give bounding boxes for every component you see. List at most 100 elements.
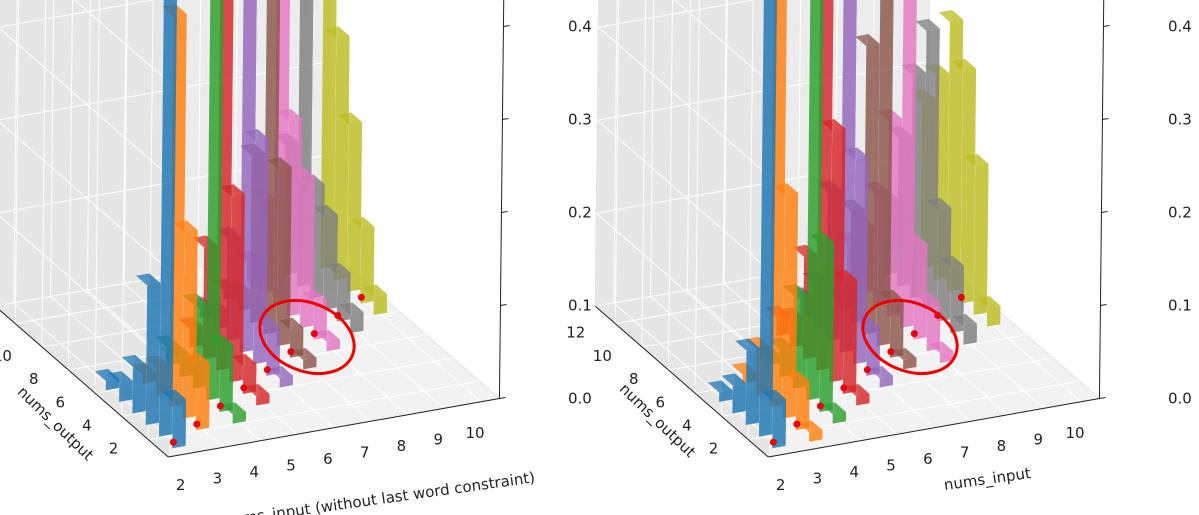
bar xyxy=(785,371,810,431)
bar-face xyxy=(208,334,234,347)
diagonal-marker xyxy=(287,348,295,356)
bar xyxy=(339,302,364,334)
grid-line xyxy=(694,0,700,394)
bar-face xyxy=(844,147,869,160)
diagonal-marker xyxy=(263,366,271,374)
grid-line xyxy=(650,0,655,297)
bar xyxy=(876,0,894,347)
bar-face xyxy=(925,18,940,308)
bar-face xyxy=(349,216,375,230)
bar xyxy=(292,347,317,370)
bar-face xyxy=(221,402,246,415)
bar xyxy=(136,273,161,426)
bar xyxy=(964,154,989,316)
grid-line xyxy=(50,0,55,297)
grid-line xyxy=(597,119,771,272)
diagonal-marker xyxy=(216,402,224,410)
y-tick-label: 6 xyxy=(56,393,66,411)
bar-face xyxy=(821,402,846,415)
z-tick-label: 0.3 xyxy=(1168,111,1192,129)
bar-face xyxy=(173,220,198,233)
bar-face xyxy=(302,167,315,326)
grid-line xyxy=(0,309,169,458)
y-tick-label: 4 xyxy=(682,416,692,434)
bar xyxy=(855,34,880,335)
bar xyxy=(915,292,941,352)
grid-line xyxy=(747,0,754,440)
z-tick-mark xyxy=(1102,118,1109,121)
bar-face xyxy=(761,0,777,435)
bar-face xyxy=(708,380,733,393)
x-tick-label: 5 xyxy=(286,456,296,474)
z-tick-label: 0.2 xyxy=(568,204,592,222)
bar-face xyxy=(784,183,799,417)
bar-face xyxy=(290,167,315,180)
grid-line xyxy=(673,0,773,86)
bar xyxy=(220,184,245,383)
bar-face xyxy=(313,204,338,217)
bar-face xyxy=(821,119,846,132)
z-tick-label: 0.0 xyxy=(568,390,592,408)
bar xyxy=(221,402,246,424)
bar xyxy=(121,354,147,414)
bar-face xyxy=(928,341,954,354)
bar-face xyxy=(244,128,269,142)
z-tick-mark xyxy=(1101,211,1108,214)
bar-face xyxy=(339,302,364,315)
x-tick-label: 10 xyxy=(466,424,485,442)
bar xyxy=(302,290,327,340)
highlight-ellipse xyxy=(258,299,356,375)
bar xyxy=(821,402,846,424)
grid-line xyxy=(121,0,127,417)
grid-line xyxy=(0,0,156,28)
grid-line xyxy=(668,0,673,371)
bar-face xyxy=(134,354,147,412)
bar-face xyxy=(362,284,388,297)
y-tick-label: 8 xyxy=(29,370,39,388)
x-tick-label: 3 xyxy=(213,469,223,487)
x-axis-label: nums_input (without last word constraint… xyxy=(222,468,536,515)
bar xyxy=(975,295,1001,327)
bar-face xyxy=(821,232,835,410)
grid-line xyxy=(86,0,91,291)
grid-line xyxy=(41,0,47,347)
grid-line xyxy=(595,305,769,458)
x-tick-label: 6 xyxy=(323,450,333,468)
bar xyxy=(761,389,787,449)
bar-face xyxy=(939,255,965,269)
bar-face xyxy=(761,389,787,402)
bar-face xyxy=(962,58,977,302)
bar-face xyxy=(868,366,893,379)
chart-panel-left: 2345678910246810120.00.10.20.30.40.50.60… xyxy=(0,0,592,515)
bar xyxy=(721,373,746,414)
grid-line xyxy=(68,0,73,371)
bar-face xyxy=(208,0,224,399)
bar-face xyxy=(325,204,338,308)
bar-face xyxy=(915,18,940,31)
grid-line xyxy=(13,0,18,304)
grid-line xyxy=(148,380,480,441)
grid-line xyxy=(721,0,727,417)
bar-face xyxy=(337,112,363,125)
bar-face xyxy=(952,314,977,327)
bar xyxy=(268,366,293,388)
grid-line xyxy=(723,0,728,284)
bar xyxy=(806,0,824,401)
grid-line xyxy=(0,215,170,365)
grid-line xyxy=(14,0,20,324)
x-tick-label: 3 xyxy=(813,469,823,487)
z-tick-label: 0.1 xyxy=(568,297,592,315)
bar-face xyxy=(161,389,187,402)
diagonal-marker xyxy=(769,438,777,446)
x-tick-label: 8 xyxy=(997,437,1007,455)
bar-face xyxy=(121,354,147,367)
x-tick-label: 2 xyxy=(776,476,786,494)
bar xyxy=(892,347,917,370)
bar xyxy=(315,329,340,352)
bar xyxy=(349,216,375,304)
x-tick-label: 7 xyxy=(960,443,970,461)
bar xyxy=(928,341,954,363)
highlight-ellipse xyxy=(861,299,959,375)
bar-face xyxy=(975,154,989,313)
